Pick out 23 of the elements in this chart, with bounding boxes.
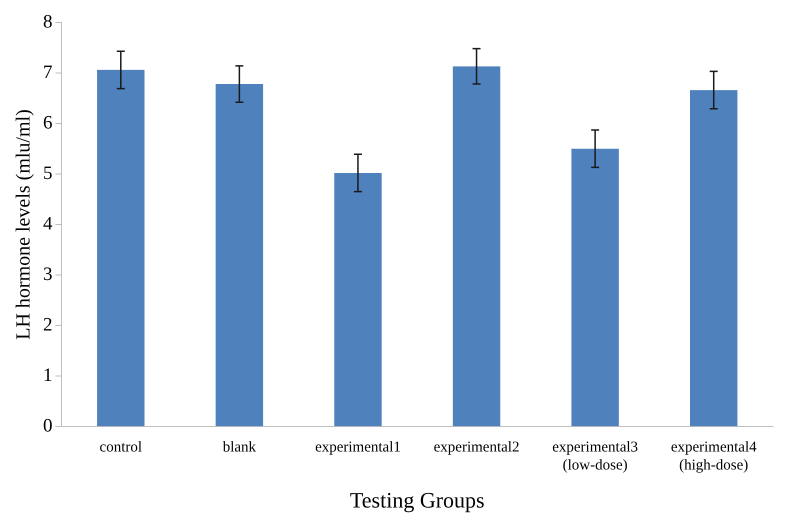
bar	[690, 90, 738, 426]
y-tick-label: 1	[43, 365, 52, 386]
y-tick-label: 2	[43, 314, 52, 336]
y-tick-label: 3	[43, 264, 52, 286]
y-axis-title: LH hormone levels (mlu/ml)	[12, 109, 34, 340]
bar	[216, 84, 264, 426]
y-tick-label: 6	[43, 112, 52, 134]
x-tick-label: blank	[222, 440, 257, 456]
bar	[334, 172, 382, 426]
bar	[452, 66, 500, 426]
x-tick-label: control	[100, 440, 142, 456]
bar	[97, 70, 145, 426]
x-tick-label: experimental2	[434, 440, 520, 456]
y-tick-label: 5	[43, 162, 52, 184]
y-tick-label: 4	[43, 213, 53, 234]
x-axis-title: Testing Groups	[350, 488, 485, 513]
bar	[571, 148, 619, 426]
y-tick-label: 8	[43, 11, 52, 32]
y-tick-label: 7	[43, 62, 52, 83]
x-tick-label: experimental3 (low-dose)	[552, 440, 638, 474]
x-tick-label: experimental4 (high-dose)	[670, 440, 758, 474]
x-tick-label: experimental1	[315, 440, 401, 456]
y-tick-label: 0	[43, 416, 52, 437]
